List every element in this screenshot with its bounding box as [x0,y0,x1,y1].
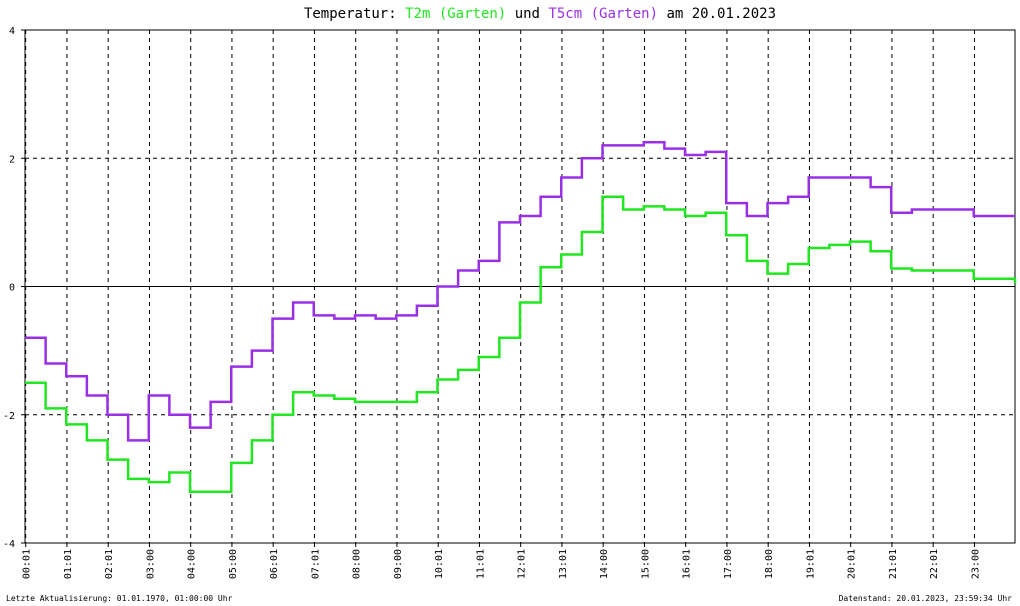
x-tick-label: 00:01 [22,549,33,579]
x-tick-label: 02:01 [104,549,115,579]
x-tick-label: 01:01 [63,549,74,579]
y-tick-label: 0 [9,283,15,294]
x-tick-label: 12:01 [517,549,528,579]
footer-left: Letzte Aktualisierung: 01.01.1970, 01:00… [6,594,233,603]
x-tick-label: 23:00 [970,549,981,579]
x-tick-label: 18:00 [764,549,775,579]
x-tick-label: 17:00 [723,549,734,579]
series-line [25,140,1015,442]
x-tick-label: 05:00 [228,549,239,579]
x-tick-label: 03:00 [145,549,156,579]
x-tick-label: 15:00 [640,549,651,579]
x-tick-label: 14:00 [599,549,610,579]
title-text: Temperatur: [304,6,397,22]
x-tick-label: 16:01 [682,549,693,579]
y-tick-label: 2 [9,154,15,165]
x-tick-label: 09:00 [393,549,404,579]
x-tick-label: 13:01 [558,549,569,579]
title-text: am 20.01.2023 [666,6,776,22]
legend-entry: T5cm (Garten) [548,6,658,22]
title-text: und [515,6,540,22]
x-tick-label: 20:01 [847,549,858,579]
x-tick-label: 11:01 [475,549,486,579]
y-tick-label: 4 [9,26,15,37]
legend-entry: T2m (Garten) [405,6,506,22]
x-tick-label: 10:01 [434,549,445,579]
y-tick-label: -4 [3,539,15,550]
x-tick-label: 04:00 [187,549,198,579]
plot-frame [24,29,1016,544]
x-tick-label: 19:01 [805,549,816,579]
x-tick-label: 22:01 [929,549,940,579]
x-tick-label: 21:01 [888,549,899,579]
footer-right: Datenstand: 20.01.2023, 23:59:34 Uhr [839,594,1013,603]
y-tick-label: -2 [3,411,15,422]
series-line [25,195,1017,493]
x-tick-label: 08:00 [352,549,363,579]
chart-title: Temperatur: T2m (Garten) und T5cm (Garte… [304,6,776,22]
x-tick-label: 06:01 [269,549,280,579]
x-tick-label: 07:01 [310,549,321,579]
